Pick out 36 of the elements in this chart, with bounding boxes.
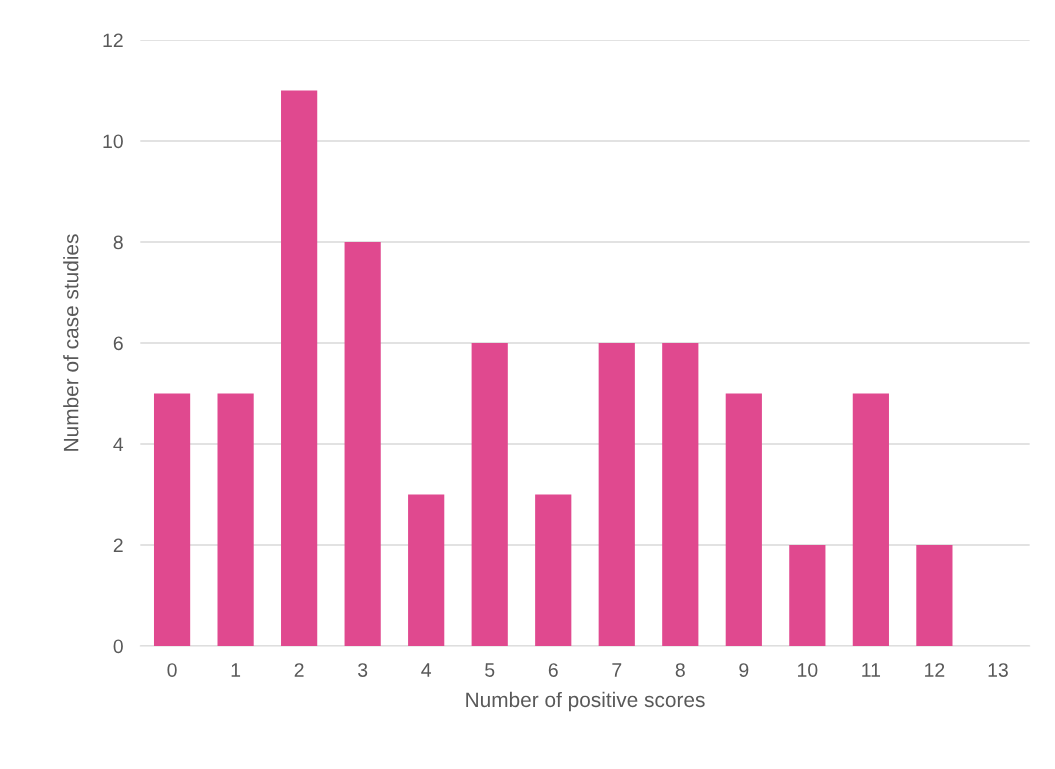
- bar: [281, 90, 318, 646]
- x-tick-label: 3: [357, 663, 368, 677]
- y-tick-label: 10: [103, 134, 123, 149]
- x-tick-label: 6: [548, 663, 558, 677]
- y-tick-label: 8: [113, 235, 123, 250]
- y-tick-label: 12: [103, 33, 123, 48]
- x-tick-label: 11: [862, 663, 881, 677]
- bar: [471, 342, 508, 646]
- bar: [598, 342, 635, 646]
- y-tick-label: 2: [113, 538, 123, 553]
- bar: [789, 544, 826, 646]
- x-tick-label: 1: [231, 663, 241, 677]
- x-axis-title: Number of positive scores: [466, 691, 705, 712]
- bar: [852, 393, 889, 646]
- x-tick-label: 8: [675, 663, 685, 677]
- x-tick-label: 9: [739, 663, 749, 677]
- x-tick-label: 12: [925, 663, 945, 677]
- bar: [153, 393, 191, 646]
- bar: [535, 494, 572, 646]
- y-tick-label: 6: [113, 336, 123, 351]
- y-axis-title: Number of case studies: [63, 234, 79, 451]
- x-tick-label: 10: [798, 663, 818, 677]
- bar: [916, 544, 953, 646]
- bar: [662, 342, 699, 646]
- bar: [408, 494, 445, 646]
- x-tick-label: 13: [988, 663, 1008, 677]
- x-tick-label: 7: [612, 663, 622, 677]
- bar: [725, 393, 762, 646]
- y-tick-label: 4: [113, 437, 124, 452]
- bar: [344, 241, 381, 646]
- x-tick-label: 5: [485, 663, 495, 677]
- x-tick-label: 0: [167, 663, 177, 677]
- bar: [217, 393, 254, 646]
- y-tick-label: 0: [113, 639, 123, 654]
- x-tick-label: 4: [421, 663, 432, 677]
- x-tick-label: 2: [294, 663, 304, 677]
